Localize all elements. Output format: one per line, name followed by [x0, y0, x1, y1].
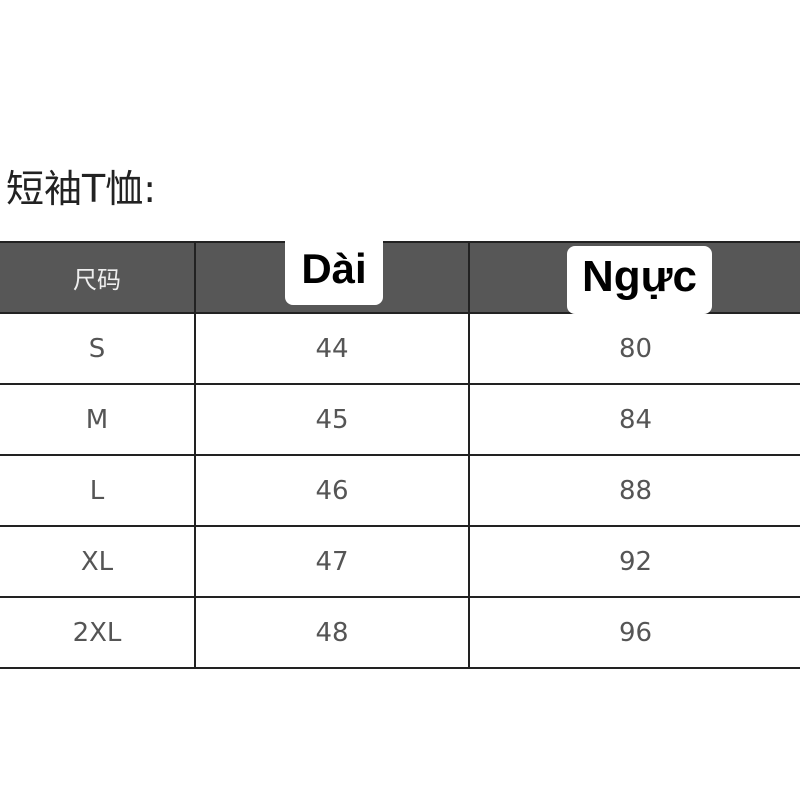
cell-size: 2XL	[0, 596, 196, 669]
cell-chest: 84	[468, 383, 800, 456]
cell-size: XL	[0, 525, 196, 598]
cell-length: 45	[194, 383, 470, 456]
cell-length: 47	[194, 525, 470, 598]
cell-chest: 80	[468, 312, 800, 385]
header-length-label: Dài	[285, 232, 383, 305]
cell-length: 46	[194, 454, 470, 527]
cell-size: M	[0, 383, 196, 456]
cell-chest: 88	[468, 454, 800, 527]
page-title: 短袖T恤:	[6, 167, 157, 211]
cell-length: 48	[194, 596, 470, 669]
cell-length: 44	[194, 312, 470, 385]
header-size: 尺码	[0, 241, 196, 314]
table-row: M 45 84	[0, 383, 800, 456]
table-row: XL 47 92	[0, 525, 800, 598]
table-row: L 46 88	[0, 454, 800, 527]
header-chest-label: Ngực	[567, 246, 712, 314]
cell-chest: 92	[468, 525, 800, 598]
cell-chest: 96	[468, 596, 800, 669]
cell-size: S	[0, 312, 196, 385]
table-row: 2XL 48 96	[0, 596, 800, 669]
cell-size: L	[0, 454, 196, 527]
table-row: S 44 80	[0, 312, 800, 385]
